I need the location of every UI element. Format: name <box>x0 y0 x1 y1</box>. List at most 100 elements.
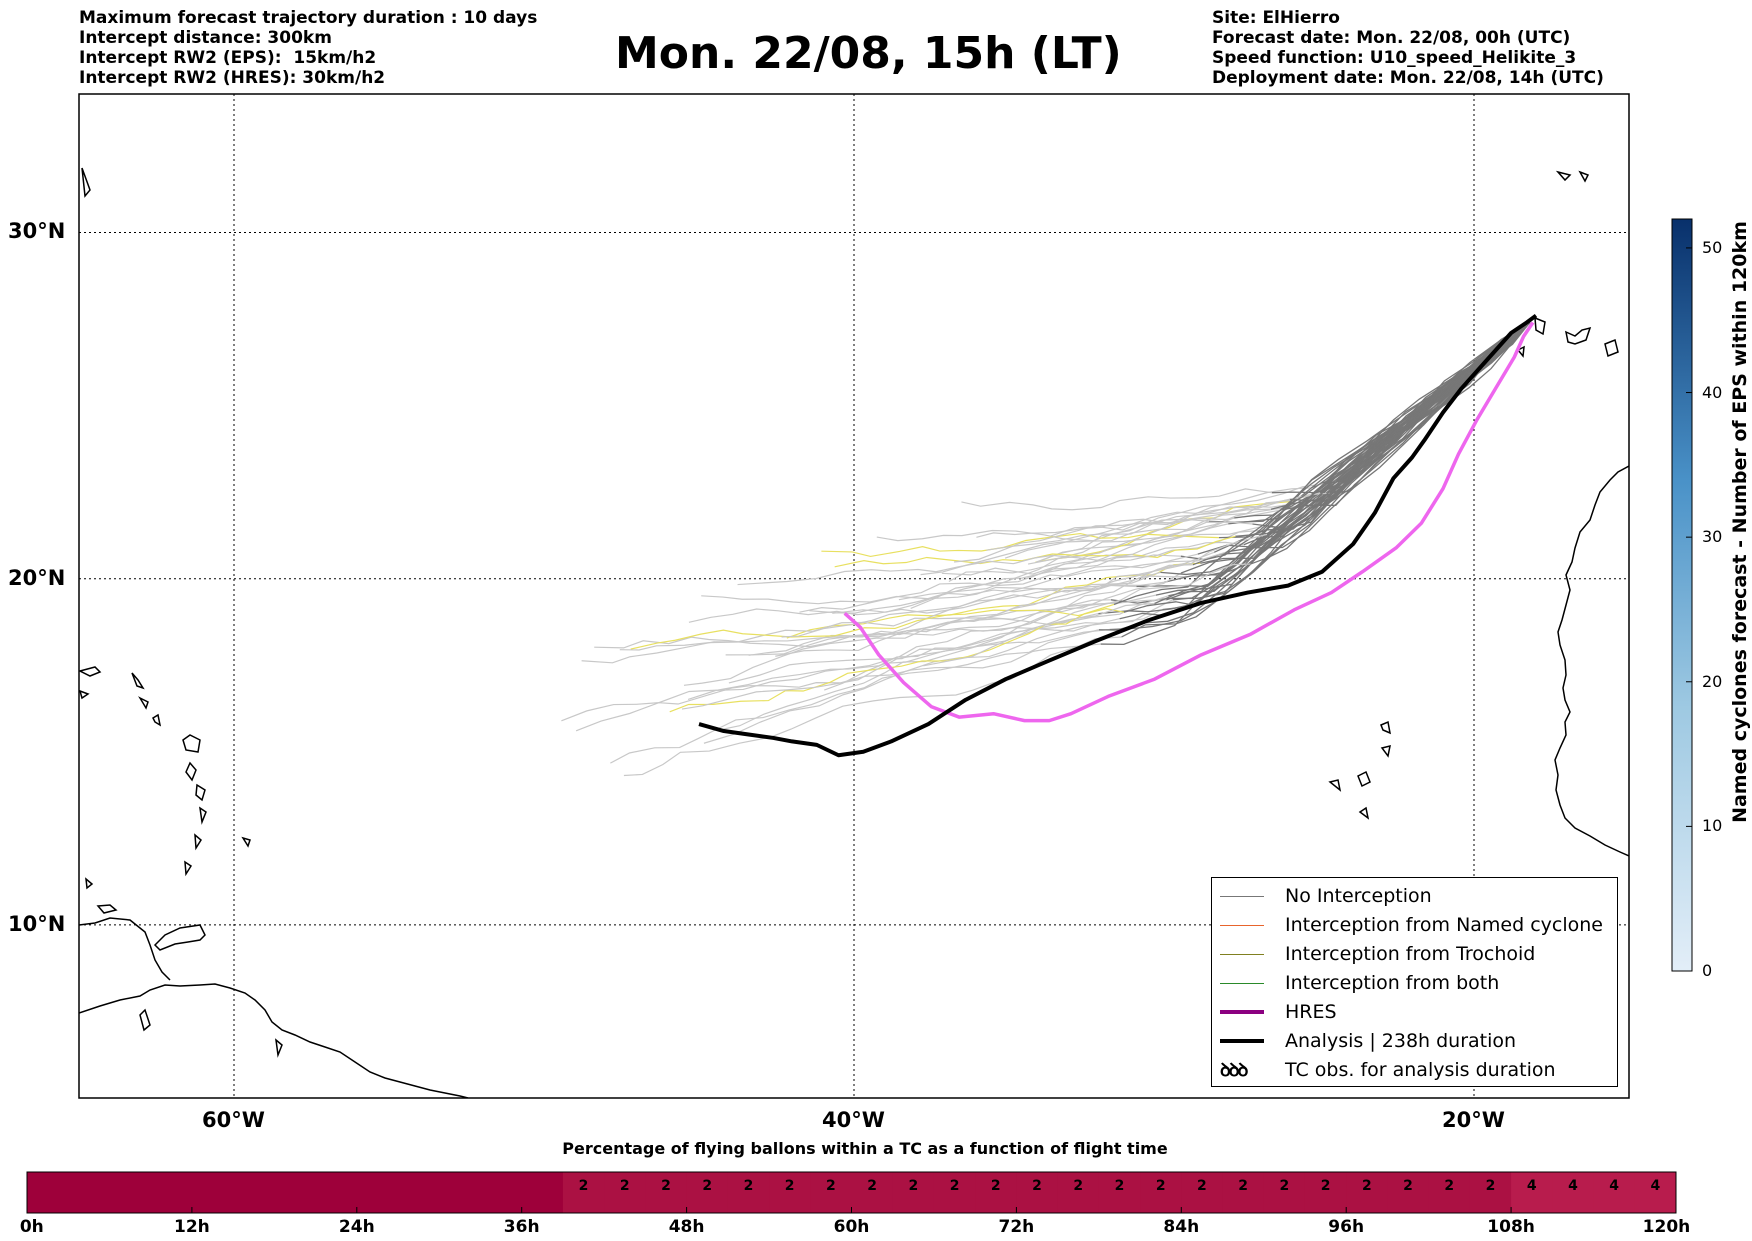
cape-verde-1 <box>1380 720 1391 735</box>
time-bin <box>1263 1172 1306 1213</box>
intercept-eps-line: Intercept RW2 (EPS): 15km/h2 <box>79 48 377 68</box>
legend-tc-obs: ꝺꝺꝺ TC obs. for analysis duration <box>1220 1059 1556 1081</box>
time-tick-label: 12h <box>174 1217 210 1237</box>
colorbar-tick-label: 10 <box>1702 816 1723 836</box>
small-island-3 <box>275 1038 283 1058</box>
time-bin <box>480 1172 523 1213</box>
cape-verde-2 <box>1380 744 1391 758</box>
eps-trajectory-late <box>1038 505 1311 563</box>
colorbar-tick-label: 0 <box>1702 961 1713 980</box>
eps-trajectory-late <box>725 571 1161 656</box>
antilles-10 <box>194 833 202 851</box>
forecast-date-line: Forecast date: Mon. 22/08, 00h (UTC) <box>1212 28 1571 48</box>
legend-line-swatch <box>1220 953 1264 955</box>
legend-line-swatch <box>1220 895 1264 897</box>
forecast-settings: Maximum forecast trajectory duration : 1… <box>79 8 537 88</box>
eps-trajectory-late <box>619 618 1120 651</box>
eps-trajectory-late <box>688 584 1137 623</box>
flight-time-bar <box>26 1171 1677 1214</box>
time-tick-label: 60h <box>833 1217 870 1237</box>
eps-trajectory-late <box>961 488 1272 511</box>
map-frame <box>78 93 1630 1099</box>
time-bin <box>892 1172 935 1213</box>
eps-trajectory-late <box>681 602 1155 710</box>
eps-trajectory-late <box>976 509 1283 538</box>
speed-function-line: Speed function: U10_speed_Helikite_3 <box>1212 48 1577 68</box>
time-bin-value: 2 <box>1403 1178 1413 1194</box>
time-bin-value: 4 <box>1568 1178 1578 1194</box>
time-bin-value: 2 <box>661 1178 671 1194</box>
antilles-7 <box>185 761 197 782</box>
colorbar-title: Named cyclones forecast - Number of EPS … <box>1729 221 1751 823</box>
time-bin <box>521 1172 564 1213</box>
madeira <box>1555 170 1572 182</box>
time-bin-value: 2 <box>867 1178 877 1194</box>
timebar-title: Percentage of flying ballons within a TC… <box>562 1139 1168 1158</box>
eps-trajectory-late <box>1004 494 1323 559</box>
time-bin <box>398 1172 440 1213</box>
cape-verde-4 <box>1328 779 1342 792</box>
canary-island-2 <box>1564 326 1592 345</box>
eps-trajectory-early <box>1113 321 1531 606</box>
eps-trajectory-late <box>737 554 1181 586</box>
colorbar-ticks <box>1686 247 1692 972</box>
eps-trajectory-early <box>1250 322 1531 565</box>
eps-trajectory-late <box>781 553 1198 638</box>
africa-coast <box>1554 465 1629 857</box>
eps-trajectory-late <box>721 595 1169 731</box>
eps-trajectory-late <box>701 581 1165 605</box>
time-bin-value: 2 <box>578 1178 589 1194</box>
eps-trajectory-late <box>630 608 1125 650</box>
time-bin <box>604 1172 646 1213</box>
eps-trajectory-late <box>986 498 1290 551</box>
antilles-9 <box>199 806 207 825</box>
time-bin-value: 2 <box>702 1178 713 1194</box>
time-bin-value: 2 <box>1361 1178 1372 1194</box>
venezuela-shore <box>79 917 171 981</box>
time-bin <box>356 1172 399 1213</box>
eps-trajectory-late <box>1030 492 1321 578</box>
time-bin <box>1304 1172 1347 1213</box>
cyclone-colorbar <box>1671 218 1693 972</box>
time-bin <box>439 1172 481 1213</box>
time-bin <box>1469 1172 1512 1213</box>
eps-trajectory-late <box>799 551 1228 613</box>
y-tick-label: 20°N <box>8 565 66 590</box>
time-bin <box>1387 1172 1430 1213</box>
time-tick-label: 48h <box>668 1217 705 1237</box>
time-bin <box>1428 1172 1471 1213</box>
eps-trajectory-late <box>922 533 1268 630</box>
time-bin-value: 2 <box>949 1178 960 1194</box>
time-bin <box>233 1172 275 1213</box>
cape-verde-5 <box>1358 806 1370 820</box>
time-bin <box>1098 1172 1141 1213</box>
legend-no-interception: No Interception <box>1220 883 1432 909</box>
legend-analysis: Analysis | 238h duration <box>1220 1028 1516 1054</box>
antilles-6 <box>182 734 201 753</box>
eps-trajectory-early <box>1154 322 1531 605</box>
legend: No Interception Interception from Named … <box>1211 877 1618 1087</box>
time-bin <box>1511 1172 1553 1213</box>
time-bin <box>686 1172 729 1213</box>
max-duration-line: Maximum forecast trajectory duration : 1… <box>79 8 538 28</box>
intercept-hres-line: Intercept RW2 (HRES): 30km/h2 <box>79 68 386 88</box>
site-line: Site: ElHierro <box>1212 8 1340 28</box>
time-bin <box>851 1172 894 1213</box>
eps-trajectory-late <box>748 564 1193 656</box>
time-bin-value: 4 <box>1526 1178 1537 1194</box>
eps-trajectory-late <box>561 628 1110 722</box>
time-bin-value: 2 <box>1032 1178 1042 1194</box>
antilles-4 <box>138 696 149 710</box>
coastlines <box>79 167 1629 1098</box>
time-bin <box>1222 1172 1265 1213</box>
eps-trajectory-late <box>703 599 1173 744</box>
time-bin <box>315 1172 358 1213</box>
time-bin-value: 2 <box>1279 1178 1290 1194</box>
eps-trajectory-early <box>1234 321 1531 519</box>
legend-trochoid: Interception from Trochoid <box>1220 941 1535 967</box>
time-bin-value: 2 <box>908 1178 919 1194</box>
canary-island-1 <box>1534 316 1546 336</box>
time-bin-value: 2 <box>1485 1178 1496 1194</box>
time-bin <box>1634 1172 1677 1213</box>
time-bin-value: 2 <box>784 1178 795 1194</box>
